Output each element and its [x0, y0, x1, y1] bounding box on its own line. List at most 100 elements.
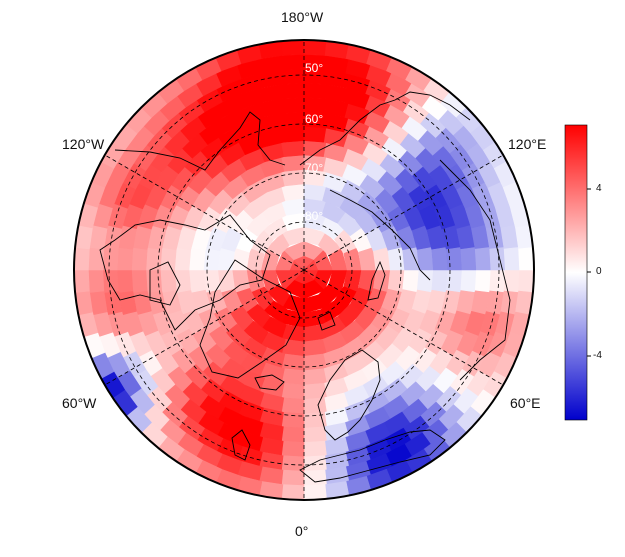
field-cell — [102, 247, 119, 271]
field-cell — [281, 125, 305, 143]
latitude-label: 70° — [305, 161, 323, 175]
meridian-line — [104, 269, 305, 386]
field-cell — [281, 339, 305, 357]
field-cell — [416, 269, 434, 293]
field-cell — [303, 397, 327, 415]
field-cell — [131, 269, 148, 293]
field-cell — [281, 484, 305, 500]
field-cell — [303, 368, 327, 386]
field-cell — [281, 397, 305, 415]
coastline — [199, 259, 301, 379]
colorbar — [564, 124, 588, 421]
coastline — [254, 374, 285, 391]
latitude-circle — [157, 123, 451, 417]
field-cell — [402, 247, 420, 271]
coastline — [317, 349, 381, 441]
field-cell — [303, 484, 327, 500]
field-cell — [188, 247, 206, 271]
lon-label-bottom: 0° — [295, 523, 309, 539]
field-cell — [303, 455, 327, 472]
latitude-circle — [108, 74, 500, 466]
anomaly-field — [74, 40, 534, 500]
field-cell — [416, 247, 434, 271]
latitude-circle — [206, 172, 402, 368]
field-cell — [281, 455, 305, 472]
field-cell — [217, 247, 235, 271]
colorbar-tick-label: -4 — [593, 350, 602, 361]
latitude-label: 60° — [305, 112, 323, 126]
graticule — [104, 40, 504, 500]
field-cell — [281, 82, 305, 100]
field-cell — [474, 247, 492, 271]
field-cell — [503, 269, 520, 293]
coastline — [231, 429, 251, 461]
field-cell — [174, 247, 192, 271]
field-cell — [281, 40, 305, 56]
field-cell — [281, 469, 305, 486]
latitude-label: 80° — [305, 209, 323, 223]
field-cell — [281, 140, 305, 158]
field-cell — [131, 247, 148, 271]
field-cell — [303, 469, 327, 486]
latitude-circle — [255, 221, 353, 319]
meridian-line — [303, 269, 504, 386]
field-cell — [88, 269, 105, 293]
field-cell — [281, 54, 305, 71]
field-cell — [116, 247, 134, 271]
field-cell — [281, 440, 305, 458]
meridian-line — [303, 154, 504, 271]
field-cell — [460, 247, 477, 271]
field-cell — [303, 125, 327, 143]
field-cell — [102, 269, 119, 293]
lon-label-top: 180°W — [281, 9, 324, 25]
field-cell — [281, 68, 305, 85]
coastline — [299, 429, 446, 483]
field-cell — [74, 269, 90, 293]
field-cell — [88, 247, 105, 271]
coastline — [439, 159, 511, 381]
field-cell — [281, 183, 305, 201]
field-cell — [188, 269, 206, 293]
field-cell — [303, 82, 327, 100]
field-cell — [174, 269, 192, 293]
latitude-label: 50° — [305, 61, 323, 75]
field-cell — [431, 269, 449, 293]
field-cell — [303, 426, 327, 443]
field-cell — [281, 426, 305, 443]
coastline — [114, 111, 286, 171]
field-cell — [518, 269, 534, 293]
colorbar-tick-label: 4 — [596, 183, 602, 194]
field-cell — [460, 269, 477, 293]
lon-label-lower-right: 60°E — [510, 395, 541, 411]
field-cell — [281, 382, 305, 400]
field-cell — [303, 440, 327, 458]
field-cell — [145, 269, 163, 293]
map-boundary — [73, 39, 535, 501]
field-cell — [373, 269, 391, 293]
field-cell — [303, 382, 327, 400]
field-cell — [303, 183, 327, 201]
field-cell — [303, 339, 327, 357]
field-cell — [303, 353, 327, 371]
field-cell — [281, 353, 305, 371]
meridian-line — [104, 154, 305, 271]
field-cell — [159, 247, 177, 271]
lon-label-lower-left: 60°W — [62, 395, 97, 411]
field-cell — [402, 269, 420, 293]
coastlines — [99, 91, 511, 483]
coastline — [149, 261, 181, 306]
field-cell — [203, 247, 221, 271]
field-cell — [303, 97, 327, 114]
coastline — [317, 311, 336, 331]
latitude-labels: 50° 60° 70° 80° — [305, 61, 323, 223]
colorbar-tick-label: 0 — [596, 266, 602, 277]
coastline — [299, 91, 471, 166]
coastline — [367, 260, 386, 301]
field-cell — [203, 269, 221, 293]
coastline — [99, 214, 271, 331]
field-cell — [281, 368, 305, 386]
field-cell — [445, 269, 463, 293]
lon-label-upper-right: 120°E — [508, 136, 547, 152]
